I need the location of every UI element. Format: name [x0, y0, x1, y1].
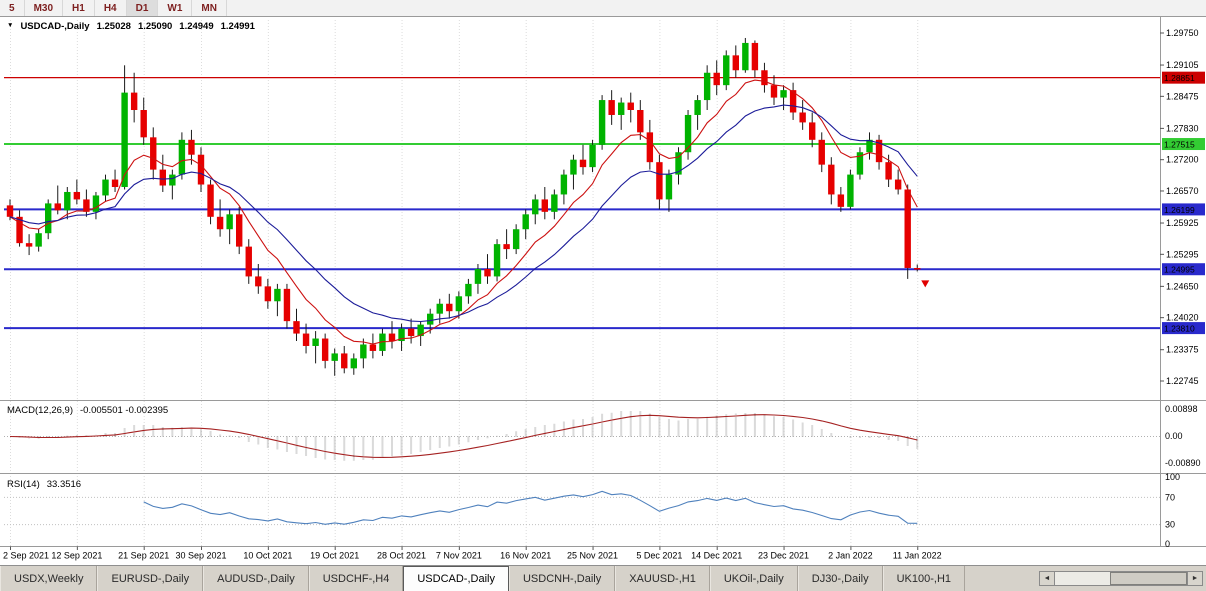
tab-scrollbar[interactable]: ◄ ► — [1039, 571, 1203, 586]
svg-text:1.29750: 1.29750 — [1166, 28, 1199, 38]
scroll-right-button[interactable]: ► — [1187, 571, 1203, 586]
svg-text:2 Sep 2021: 2 Sep 2021 — [3, 551, 49, 561]
svg-text:19 Oct 2021: 19 Oct 2021 — [310, 551, 359, 561]
svg-text:1.24650: 1.24650 — [1166, 281, 1199, 291]
gridlines-layer — [10, 20, 919, 546]
hlines-layer[interactable] — [4, 77, 1160, 330]
svg-text:1.28475: 1.28475 — [1166, 91, 1199, 101]
macd-name: MACD(12,26,9) — [7, 405, 73, 416]
svg-text:0.00898: 0.00898 — [1165, 404, 1198, 414]
svg-text:21 Sep 2021: 21 Sep 2021 — [118, 551, 169, 561]
svg-text:14 Dec 2021: 14 Dec 2021 — [691, 551, 742, 561]
chart-tab-usdx-weekly[interactable]: USDX,Weekly — [0, 566, 98, 591]
svg-text:12 Sep 2021: 12 Sep 2021 — [51, 551, 102, 561]
date-axis[interactable]: 2 Sep 2021 12 Sep 2021 21 Sep 2021 30 Sep 2… — [3, 546, 942, 561]
svg-text:1.29105: 1.29105 — [1166, 60, 1199, 70]
svg-text:1.23810: 1.23810 — [1164, 324, 1195, 334]
timeframe-toolbar: 5 M30 H1 H4 D1 W1 MN — [0, 0, 1206, 17]
svg-text:1.27515: 1.27515 — [1164, 140, 1195, 150]
ohlc-open: 1.25028 — [96, 21, 131, 32]
svg-text:1.27830: 1.27830 — [1166, 123, 1199, 133]
svg-text:1.24995: 1.24995 — [1164, 265, 1195, 275]
rsi-label: RSI(14) 33.3516 — [7, 479, 81, 490]
chart-tabs-bar: USDX,Weekly EURUSD-,Daily AUDUSD-,Daily USD… — [0, 565, 1206, 591]
svg-text:0.00: 0.00 — [1165, 431, 1183, 441]
chart-tab-uk100-h1[interactable]: UK100-,H1 — [882, 566, 966, 591]
timeframe-button-w1[interactable]: W1 — [158, 0, 193, 16]
timeframe-button-h1[interactable]: H1 — [63, 0, 95, 16]
svg-text:1.23375: 1.23375 — [1166, 345, 1199, 355]
macd-label: MACD(12,26,9) -0.005501 -0.002395 — [7, 405, 168, 416]
svg-text:1.27200: 1.27200 — [1166, 155, 1199, 165]
ohlc-low: 1.24949 — [179, 21, 214, 32]
timeframe-button-mn[interactable]: MN — [192, 0, 227, 16]
pane-dividers — [0, 17, 1206, 547]
macd-axis: 0.00898 0.00 -0.00890 — [1165, 404, 1201, 468]
macd-pane — [4, 410, 1160, 461]
ohlc-high: 1.25090 — [137, 21, 173, 32]
macd-signal-line — [9, 414, 918, 458]
chart-dropdown-icon[interactable]: ▼ — [7, 22, 14, 29]
svg-text:5 Dec 2021: 5 Dec 2021 — [636, 551, 682, 561]
svg-text:1.22745: 1.22745 — [1166, 376, 1199, 386]
svg-text:7 Nov 2021: 7 Nov 2021 — [436, 551, 482, 561]
svg-text:25 Nov 2021: 25 Nov 2021 — [567, 551, 618, 561]
svg-text:28 Oct 2021: 28 Oct 2021 — [377, 551, 426, 561]
chart-tab-usdcad-daily[interactable]: USDCAD-,Daily — [403, 566, 509, 591]
svg-text:0: 0 — [1165, 539, 1170, 549]
chart-area: 1.29750 1.29105 1.28475 1.27830 1.27200 1.265… — [0, 17, 1206, 565]
rsi-pane — [4, 496, 1160, 526]
macd-values: -0.005501 -0.002395 — [80, 405, 169, 416]
ma-fast-line — [9, 79, 918, 345]
svg-text:1.28851: 1.28851 — [1164, 73, 1195, 83]
rsi-value: 33.3516 — [46, 479, 82, 490]
timeframe-button-m30[interactable]: M30 — [25, 0, 64, 16]
rsi-axis: 100 70 30 0 — [1165, 472, 1180, 549]
scroll-left-button[interactable]: ◄ — [1039, 571, 1055, 586]
svg-text:-0.00890: -0.00890 — [1165, 458, 1201, 468]
chart-tab-xauusd-h1[interactable]: XAUUSD-,H1 — [615, 566, 710, 591]
svg-text:1.25925: 1.25925 — [1166, 218, 1199, 228]
svg-text:30 Sep 2021: 30 Sep 2021 — [175, 551, 226, 561]
svg-text:1.25295: 1.25295 — [1166, 249, 1199, 259]
scrollbar-thumb[interactable] — [1110, 572, 1187, 585]
svg-text:1.26570: 1.26570 — [1166, 186, 1199, 196]
svg-text:23 Dec 2021: 23 Dec 2021 — [758, 551, 809, 561]
chart-symbol-title: ▼ USDCAD-,Daily 1.25028 1.25090 1.24949 … — [7, 21, 255, 32]
chart-tab-dj30-daily[interactable]: DJ30-,Daily — [797, 566, 883, 591]
price-chart[interactable]: 1.29750 1.29105 1.28475 1.27830 1.27200 1.265… — [0, 17, 1206, 565]
svg-text:1.26199: 1.26199 — [1164, 205, 1195, 215]
rsi-line — [143, 490, 918, 525]
scrollbar-track[interactable] — [1055, 571, 1187, 586]
svg-text:2 Jan 2022: 2 Jan 2022 — [828, 551, 873, 561]
chart-tab-usdcnh-daily[interactable]: USDCNH-,Daily — [508, 566, 616, 591]
svg-text:16 Nov 2021: 16 Nov 2021 — [500, 551, 551, 561]
chart-tab-eurusd-daily[interactable]: EURUSD-,Daily — [97, 566, 204, 591]
chart-tab-ukoil-daily[interactable]: UKOil-,Daily — [709, 566, 798, 591]
ohlc-close: 1.24991 — [220, 21, 255, 32]
timeframe-button-h4[interactable]: H4 — [95, 0, 127, 16]
timeframe-button-d1[interactable]: D1 — [126, 0, 159, 16]
price-tags: 1.28851 1.27515 1.26199 1.24995 1.23810 — [1162, 71, 1205, 335]
price-axis[interactable]: 1.29750 1.29105 1.28475 1.27830 1.27200 1.265… — [1160, 28, 1199, 386]
svg-text:30: 30 — [1165, 520, 1175, 530]
rsi-name: RSI(14) — [7, 479, 40, 490]
svg-text:10 Oct 2021: 10 Oct 2021 — [243, 551, 292, 561]
sell-arrow-icon — [921, 280, 930, 288]
symbol-label: USDCAD-,Daily — [20, 21, 90, 32]
svg-text:11 Jan 2022: 11 Jan 2022 — [893, 551, 942, 561]
timeframe-button-5[interactable]: 5 — [0, 0, 25, 16]
ma-slow-line — [9, 104, 918, 323]
svg-text:100: 100 — [1165, 472, 1180, 482]
chart-tab-audusd-daily[interactable]: AUDUSD-,Daily — [203, 566, 309, 591]
chart-tab-usdchf-h4[interactable]: USDCHF-,H4 — [308, 566, 404, 591]
svg-text:1.24020: 1.24020 — [1166, 313, 1199, 323]
svg-text:70: 70 — [1165, 492, 1175, 502]
chart-tabs: USDX,Weekly EURUSD-,Daily AUDUSD-,Daily USD… — [0, 566, 966, 591]
